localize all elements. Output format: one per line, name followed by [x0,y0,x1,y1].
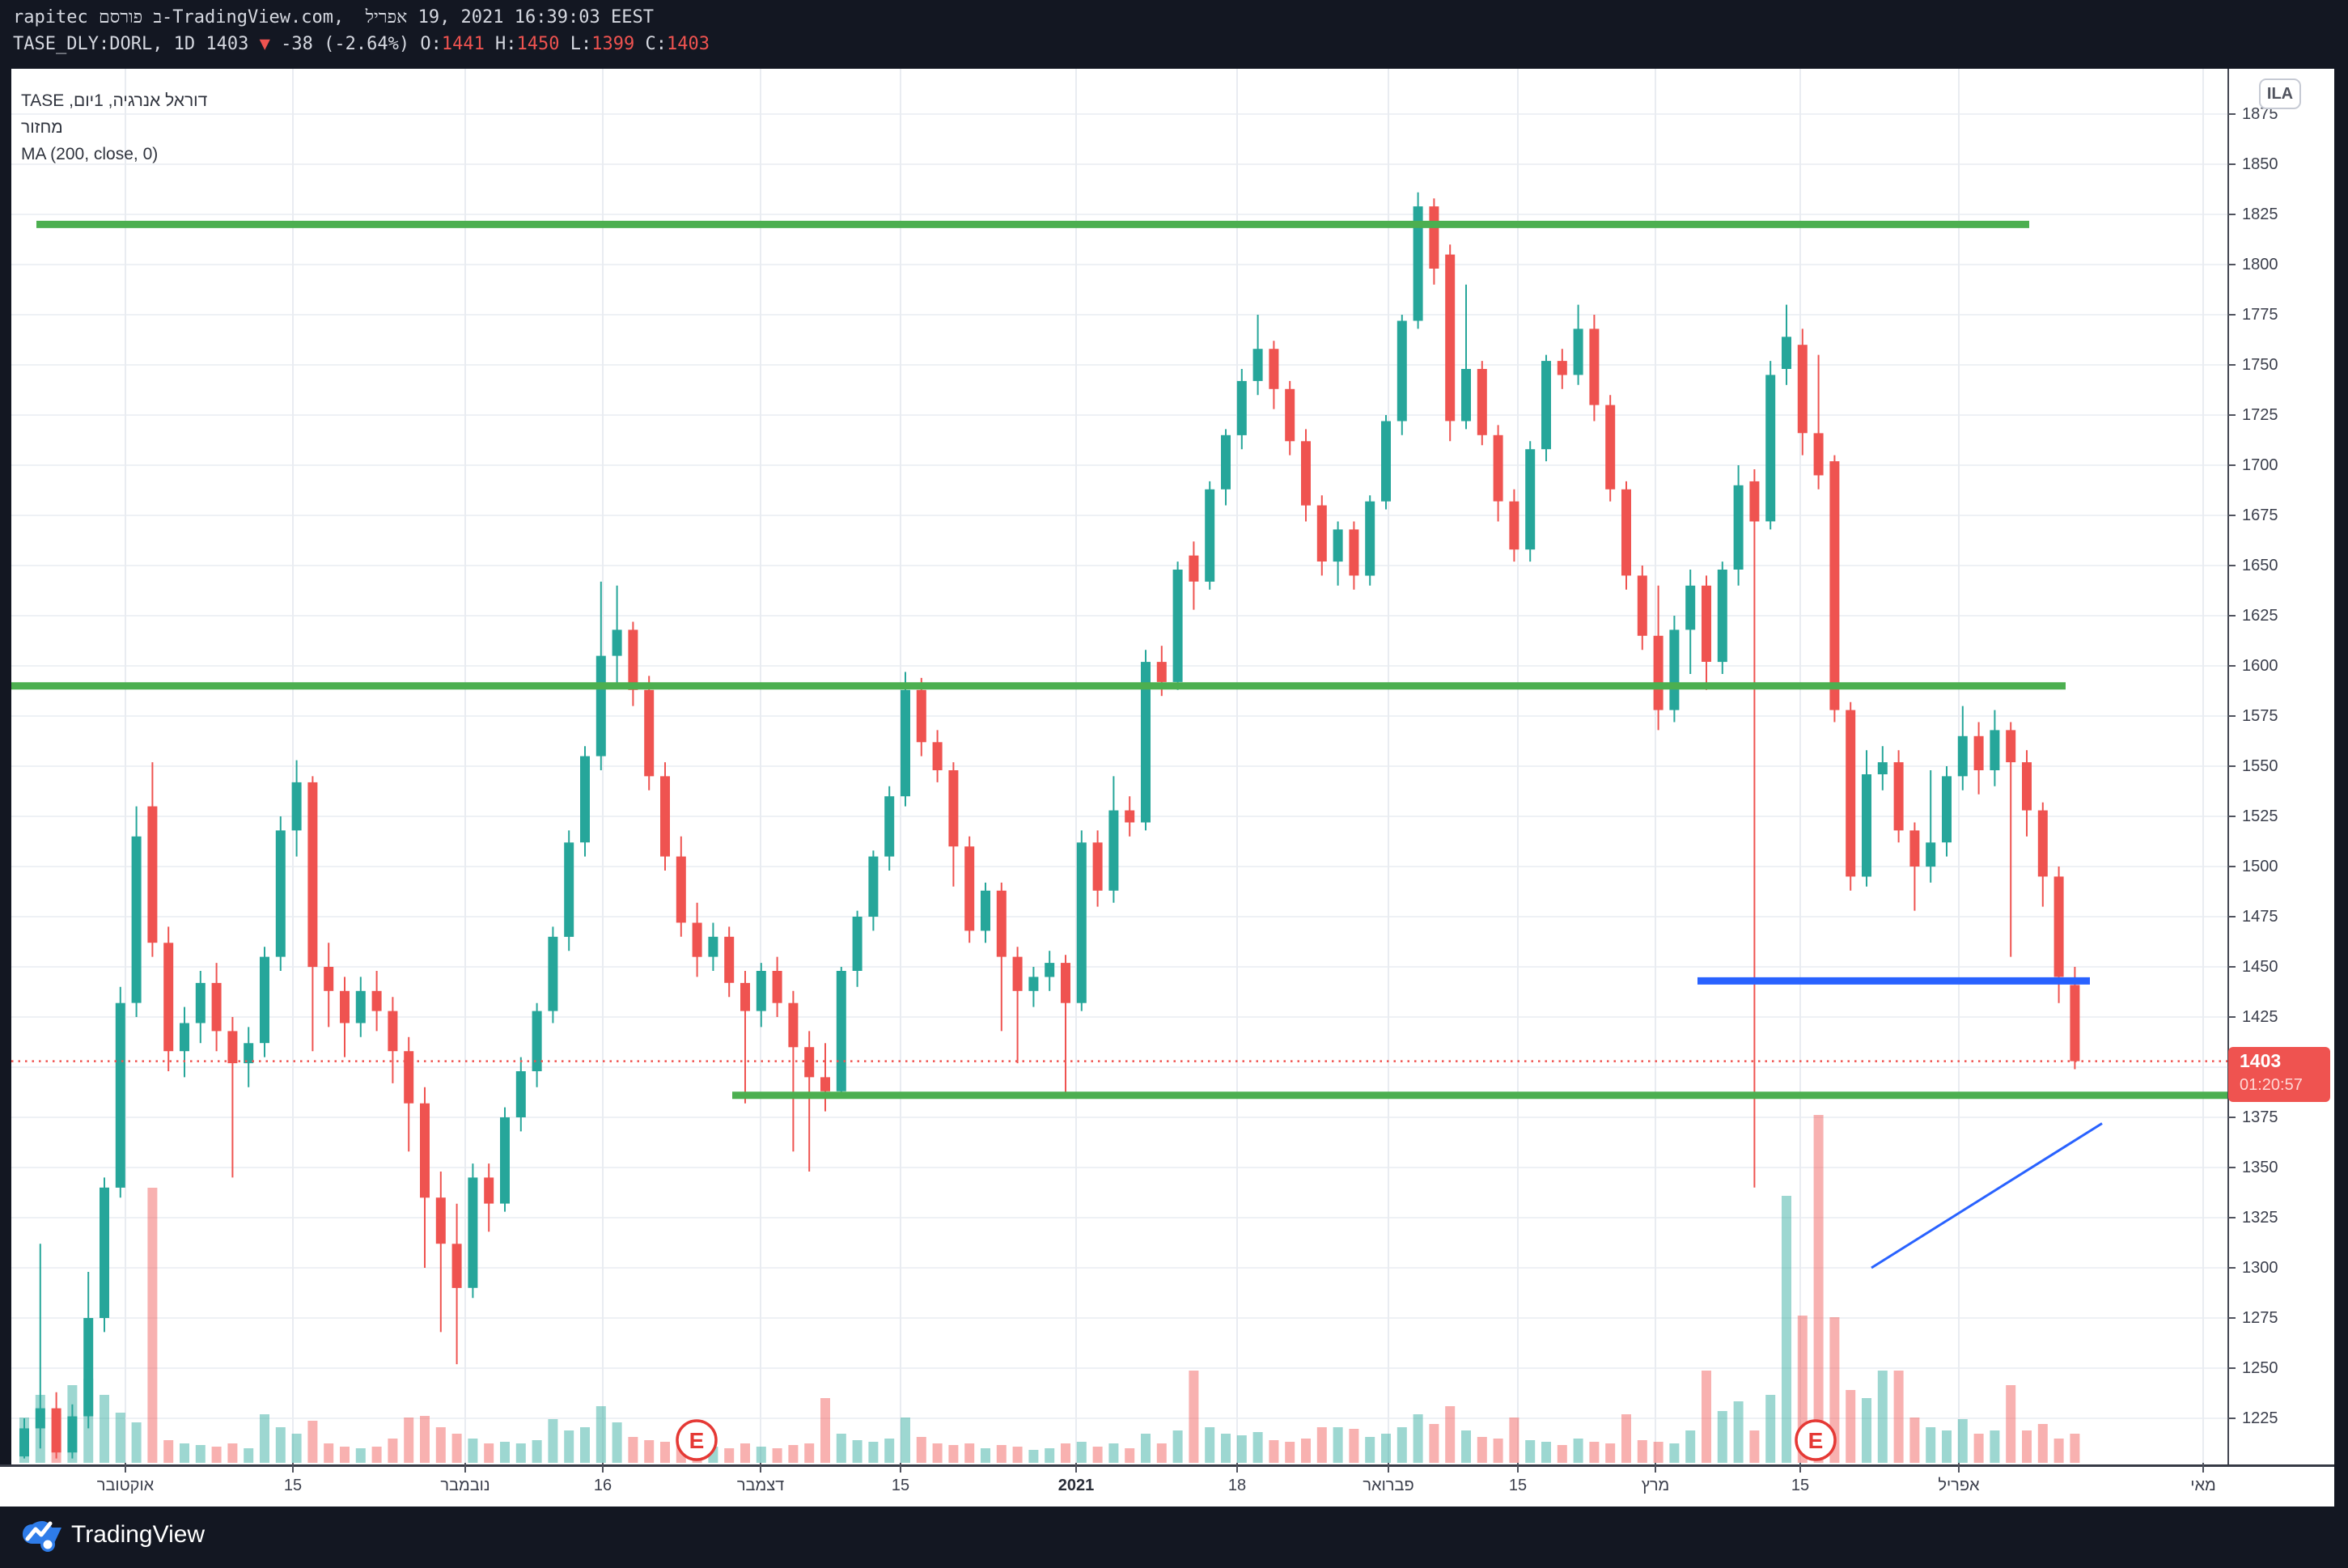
price-axis-label: 1425 [2242,1008,2278,1027]
time-axis-label: 15 [1508,1477,1528,1494]
high-value: 1450 [516,34,560,54]
chart-legend: דוראל אנרגיה, 1יום, TASE מחזור MA (200, … [21,87,207,167]
svg-text:E: E [1808,1428,1824,1453]
price-axis-label: 1275 [2242,1309,2278,1328]
publish-caption-part: rapitec [13,7,99,28]
time-axis-label: 15 [891,1477,910,1494]
price-axis-label: 1550 [2242,757,2278,776]
price-axis-label: 1375 [2242,1108,2278,1127]
high-label: H: [484,34,517,54]
down-triangle-icon: ▼ [259,34,270,54]
price-axis-label: 1575 [2242,707,2278,726]
low-value: 1399 [591,34,635,54]
last-price-value: 1403 [2240,1049,2282,1071]
low-label: L: [559,34,592,54]
price-axis-label: 1300 [2242,1259,2278,1278]
footer-bar: TradingView [0,1507,2348,1568]
price-axis-label: 1825 [2242,206,2278,224]
price-axis-label: 1625 [2242,607,2278,625]
legend-ma-row[interactable]: MA (200, close, 0) [21,145,159,163]
price-axis-label: 1475 [2242,908,2278,926]
price-axis-label: 1700 [2242,456,2278,475]
time-axis-label: אפריל [1938,1477,1980,1494]
publish-caption: rapitec פורסם ב-TradingView.com, אפריל 1… [13,6,654,28]
price-axis-label: 1600 [2242,657,2278,676]
tradingview-logo-icon[interactable] [21,1516,63,1555]
price-axis-label: 1350 [2242,1159,2278,1177]
legend-volume-row[interactable]: מחזור [21,118,63,137]
time-axis-label: 16 [593,1477,612,1494]
publish-caption-part: אפריל [365,7,408,28]
open-value: 1441 [441,34,485,54]
price-axis-label: 1250 [2242,1359,2278,1378]
last-price-tag: 1403 01:20:57 [2228,1046,2330,1102]
open-label: O: [420,34,442,54]
price-axis-label: 1500 [2242,858,2278,876]
close-label: C: [634,34,668,54]
right-dark-edge [2334,69,2348,1507]
change-value: -38 (-2.64%) [269,34,421,54]
price-axis-label: 1650 [2242,557,2278,575]
time-axis-label: אוקטובר [96,1477,155,1494]
left-dark-edge [0,69,11,1507]
time-axis-label: מרץ [1641,1477,1670,1494]
price-axis-label: 1675 [2242,506,2278,525]
price-axis-label: 1450 [2242,958,2278,977]
time-axis-label: 2021 [1057,1477,1095,1494]
tradingview-brand-text[interactable]: TradingView [71,1521,206,1548]
bar-close-countdown: 01:20:57 [2240,1075,2303,1094]
price-axis-label: 1775 [2242,306,2278,324]
svg-text:E: E [689,1428,705,1453]
chart-header: rapitec פורסם ב-TradingView.com, אפריל 1… [0,0,2348,69]
time-axis-label: נובמבר [440,1477,490,1494]
time-axis-label: 15 [283,1477,303,1494]
price-axis-label: 1875 [2242,105,2278,124]
price-axis-label: 1725 [2242,406,2278,425]
publish-caption-part: 19, 2021 16:39:03 EEST [407,7,654,28]
price-axis-label: 1750 [2242,356,2278,375]
symbol-ohlc-readout: TASE_DLY:DORL, 1D 1403 ▼ -38 (-2.64%) O:… [13,34,710,54]
time-axis-label: מאי [2190,1477,2216,1494]
close-value: 1403 [667,34,710,54]
time-axis-label: 15 [1791,1477,1810,1494]
price-axis-label: 1325 [2242,1209,2278,1227]
price-axis-label: 1850 [2242,155,2278,174]
publish-caption-part: פורסם [98,7,143,28]
publish-caption-part: ב-TradingView.com, [142,7,366,28]
symbol-interval-price: TASE_DLY:DORL, 1D 1403 [13,34,260,54]
price-axis-label: 1525 [2242,807,2278,826]
time-axis-label: פברואר [1363,1477,1414,1494]
time-axis-label: 18 [1227,1477,1247,1494]
currency-badge[interactable]: ILA [2259,78,2301,109]
price-axis-label: 1225 [2242,1409,2278,1428]
price-axis-label: 1800 [2242,256,2278,274]
legend-symbol-row[interactable]: דוראל אנרגיה, 1יום, TASE [21,91,208,110]
time-axis[interactable]: אוקטובר 15 נובמבר 16 דצמבר 15 2021 18 פברואר 15 מר… [0,1464,2334,1507]
time-axis-label: דצמבר [736,1477,785,1494]
